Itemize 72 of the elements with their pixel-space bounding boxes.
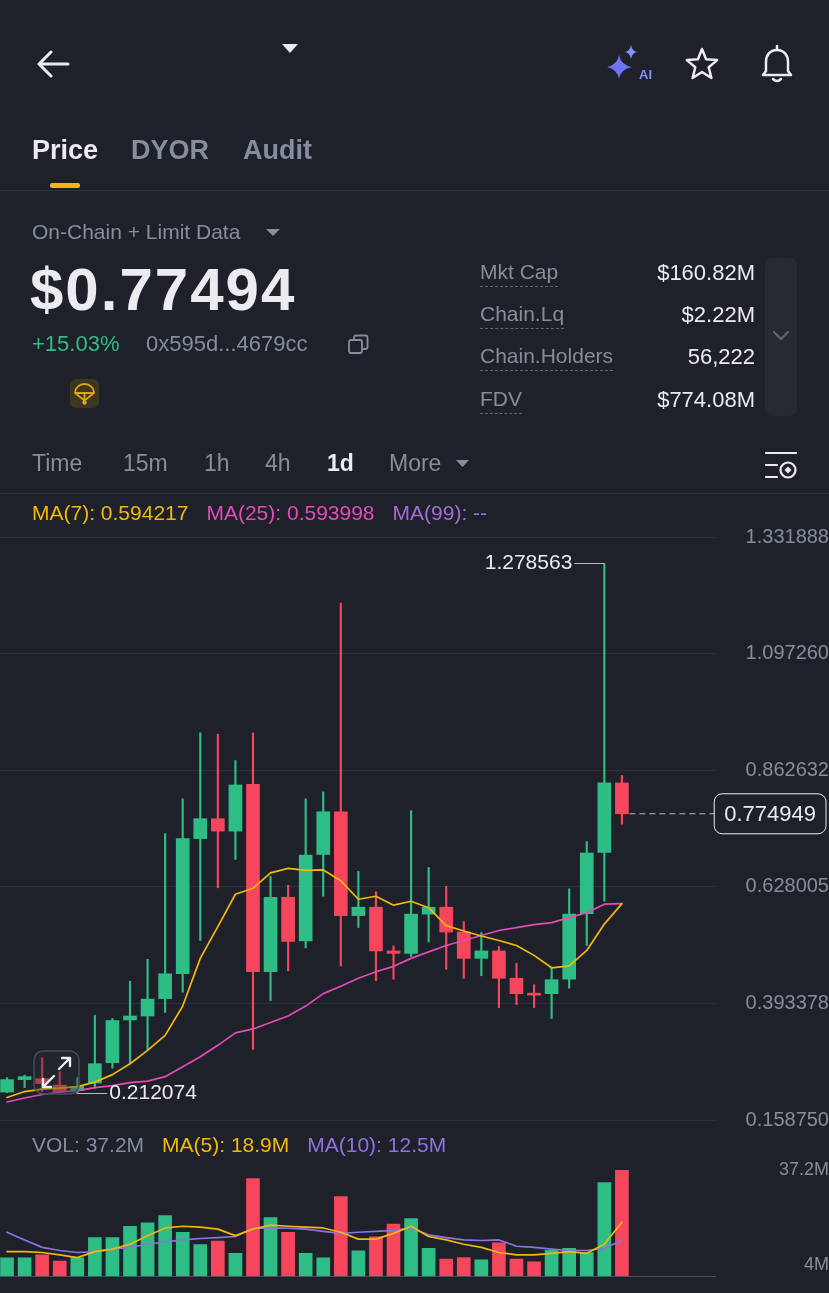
text: Chain.Holders bbox=[480, 344, 614, 372]
text: $0.77494 bbox=[30, 255, 297, 325]
bar bbox=[281, 1231, 295, 1277]
bar bbox=[228, 1253, 243, 1277]
y-tick-label: 0.158750 bbox=[745, 1107, 829, 1130]
y-tick-label: 4M bbox=[803, 1253, 829, 1274]
bar bbox=[105, 1237, 120, 1277]
bar bbox=[492, 1242, 506, 1277]
text: More bbox=[389, 450, 442, 478]
bar bbox=[211, 1240, 225, 1277]
y-tick-label: 0.628005 bbox=[745, 874, 829, 897]
bar bbox=[474, 1259, 489, 1277]
bar bbox=[439, 1258, 454, 1277]
bar bbox=[35, 1254, 49, 1277]
text: DYOR bbox=[131, 133, 210, 167]
bar bbox=[509, 1258, 524, 1277]
text: MA(7): 0.594217 bbox=[32, 501, 189, 524]
text: +15.03% bbox=[32, 330, 120, 358]
bar bbox=[0, 1257, 14, 1277]
annotation: 1.278563 bbox=[484, 550, 573, 574]
text: $774.08M bbox=[657, 386, 755, 414]
bar bbox=[17, 1257, 32, 1277]
text: 1d bbox=[327, 450, 354, 478]
bar bbox=[88, 1237, 102, 1277]
text: Audit bbox=[243, 133, 312, 167]
bar bbox=[52, 1260, 67, 1277]
y-tick-label: 1.331888 bbox=[745, 524, 829, 547]
bar bbox=[404, 1218, 418, 1277]
text: MA(25): 0.593998 bbox=[206, 501, 375, 524]
text: $2.22M bbox=[681, 301, 755, 329]
bar bbox=[597, 1182, 612, 1277]
y-tick-label: 0.393378 bbox=[745, 990, 829, 1013]
bar bbox=[333, 1196, 348, 1277]
bar bbox=[615, 1170, 629, 1277]
text: AI bbox=[639, 67, 652, 83]
bar bbox=[369, 1236, 383, 1277]
text: On-Chain + Limit Data bbox=[32, 219, 241, 245]
text: Time bbox=[32, 450, 83, 478]
bar bbox=[246, 1178, 260, 1277]
text: 0x595d...4679cc bbox=[146, 330, 308, 358]
bar bbox=[123, 1225, 137, 1277]
legend-label: MA(99): -- bbox=[392, 501, 488, 524]
bar bbox=[175, 1231, 190, 1277]
candlestick bbox=[158, 833, 172, 1013]
text: $160.82M bbox=[657, 259, 755, 287]
y-tick-label: 1.097260 bbox=[745, 641, 829, 664]
bar bbox=[316, 1257, 331, 1277]
bar bbox=[579, 1252, 594, 1277]
text: FDV bbox=[480, 387, 522, 415]
bar bbox=[456, 1257, 471, 1277]
candlestick bbox=[193, 732, 208, 941]
y-tick-label: 0.862632 bbox=[745, 757, 829, 780]
text: Mkt Cap bbox=[480, 260, 559, 288]
text: 4h bbox=[265, 450, 291, 478]
bar bbox=[527, 1261, 541, 1277]
bar bbox=[351, 1250, 366, 1277]
text: MA(10): 12.5M bbox=[307, 1133, 447, 1156]
text: 15m bbox=[123, 450, 168, 478]
bar bbox=[298, 1253, 313, 1277]
text: MA(5): 18.9M bbox=[162, 1133, 290, 1156]
text: Chain.Lq bbox=[480, 302, 565, 330]
text: 1h bbox=[204, 450, 230, 478]
annotation: 0.212074 bbox=[109, 1080, 198, 1104]
chart-title: VOL: 37.2M bbox=[32, 1133, 145, 1156]
bar bbox=[158, 1215, 172, 1277]
bar bbox=[193, 1244, 208, 1277]
y-tick-label: 37.2M bbox=[778, 1158, 829, 1179]
bar bbox=[70, 1257, 85, 1277]
ref-line-label: 0.774949 bbox=[724, 800, 816, 826]
text: Price bbox=[32, 133, 99, 167]
bar bbox=[421, 1247, 436, 1277]
text: 56,222 bbox=[687, 343, 755, 371]
